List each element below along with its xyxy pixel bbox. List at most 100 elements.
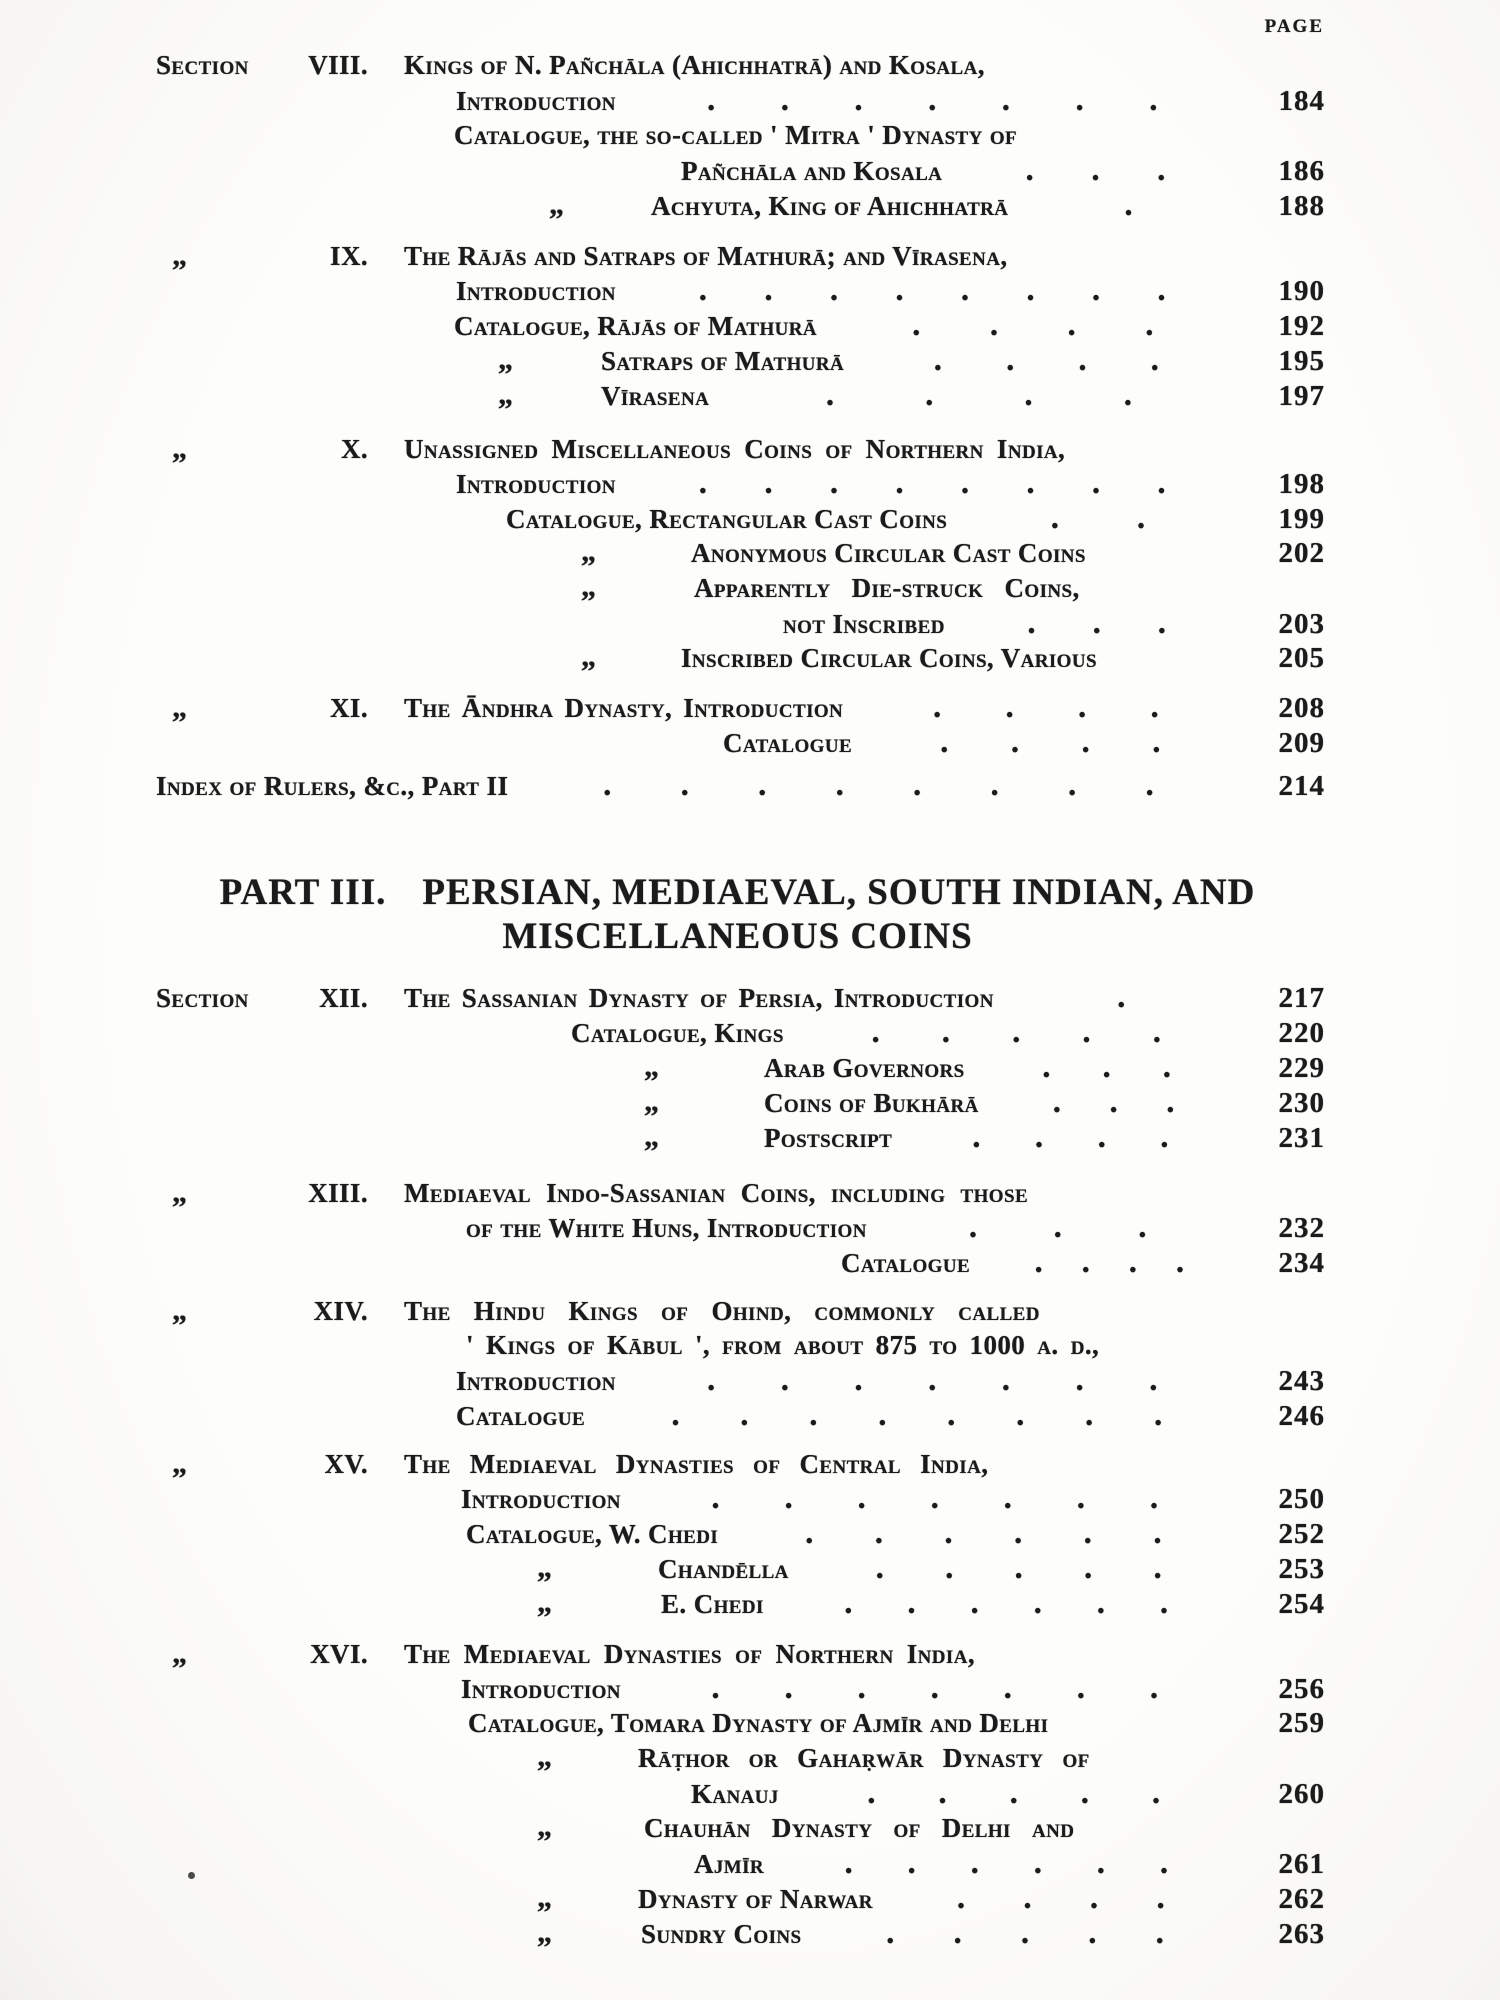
section-xvi: „ XVI. The Mediaeval Dynasties of Northern…: [150, 1636, 1325, 1951]
row-margin-label: „: [172, 1176, 188, 1209]
leader-dot: .: [780, 83, 790, 118]
leader-dot: .: [1089, 1881, 1099, 1916]
toc-row: „ Postscript.... 231: [150, 1120, 1325, 1155]
leader-dot: .: [1012, 1015, 1021, 1050]
leader-dot: .: [972, 1120, 981, 1155]
leader-dot: .: [857, 1481, 867, 1516]
leader-dot: .: [886, 1916, 895, 1951]
page-number: 209: [1278, 727, 1325, 759]
leader-dot: .: [1033, 1586, 1043, 1621]
toc-row: Catalogue, W. Chedi...... 252: [150, 1516, 1325, 1551]
ditto-mark: „: [537, 1881, 553, 1914]
row-entry-text: Pañchāla and Kosala: [681, 156, 943, 186]
ink-speck: [188, 1872, 195, 1879]
leader-dot: .: [829, 273, 839, 308]
row-entry-text: „ Vīrasena: [498, 378, 710, 411]
table-of-contents: Section VIII. Kings of N. Pañchāla (Ahichh…: [150, 48, 1325, 1951]
page-number: 184: [1278, 85, 1325, 117]
leader-dot: .: [867, 1776, 876, 1811]
page-column-header: Page: [1264, 16, 1324, 37]
leader-dots: ....: [844, 343, 1245, 378]
leader-dot: .: [1005, 690, 1015, 725]
leader-dot: .: [930, 1481, 940, 1516]
leader-dot: .: [1025, 153, 1035, 188]
leader-dot: .: [1159, 1586, 1169, 1621]
leader-dot: .: [930, 1671, 940, 1706]
leader-dot: .: [698, 466, 708, 501]
row-section-numeral: VIII.: [308, 50, 368, 80]
row-margin-label: „: [172, 1447, 188, 1480]
leader-dot: .: [925, 378, 934, 413]
leader-dot: .: [907, 1586, 917, 1621]
leader-dot: .: [1157, 273, 1167, 308]
toc-row: „ Apparently Die-struck Coins,: [150, 570, 1325, 606]
row-margin-label: „: [172, 1637, 188, 1670]
row-entry-text: The Mediaeval Dynasties of Central India…: [404, 1449, 989, 1479]
toc-row: „ Dynasty of Narwar.... 262: [150, 1881, 1325, 1916]
leader-dots: .......: [616, 1363, 1245, 1398]
toc-row: „ Vīrasena.... 197: [150, 378, 1325, 413]
row-entry-text: of the White Huns, Introduction: [466, 1213, 867, 1243]
ditto-mark: „: [537, 1740, 553, 1773]
leader-dot: .: [1027, 606, 1037, 641]
leader-dot: .: [1092, 606, 1102, 641]
row-entry-text: Kanauj: [691, 1779, 779, 1809]
row-section-numeral: XII.: [319, 983, 368, 1013]
leader-dot: .: [1050, 501, 1060, 536]
row-entry-text: ' Kings of Kābul ', from about 875 to 10…: [466, 1330, 1100, 1360]
row-section-numeral: XVI.: [310, 1639, 368, 1669]
leader-dot: .: [1014, 1516, 1023, 1551]
page-number: 198: [1278, 468, 1325, 500]
row-section-numeral: X.: [340, 434, 368, 464]
row-entry-text: Catalogue, Kings: [571, 1018, 784, 1048]
leader-dot: .: [960, 273, 970, 308]
leader-dot: .: [1088, 1916, 1097, 1951]
leader-dots: .......: [621, 1671, 1245, 1706]
leader-dot: .: [740, 1398, 749, 1433]
section-viii: Section VIII. Kings of N. Pañchāla (Ahichh…: [150, 48, 1325, 223]
leader-dot: .: [1096, 1846, 1106, 1881]
section-x: „ X. Unassigned Miscellaneous Coins of Nor…: [150, 431, 1325, 676]
page-number: 229: [1278, 1052, 1325, 1084]
row-entry-text: Catalogue: [723, 728, 853, 758]
part-label: PART III.: [219, 872, 387, 913]
leader-dots: ....: [970, 1245, 1245, 1280]
leader-dot: .: [1006, 343, 1015, 378]
leader-dot: .: [1124, 188, 1134, 223]
page-number: 214: [1278, 770, 1325, 802]
toc-row: Introduction....... 256: [150, 1671, 1325, 1706]
toc-row: Catalogue.... 209: [150, 725, 1325, 760]
leader-dot: .: [1001, 1363, 1011, 1398]
leader-dot: .: [1145, 768, 1155, 803]
page-number: 259: [1278, 1707, 1325, 1739]
ditto-mark: „: [581, 570, 597, 603]
page-number: 250: [1278, 1483, 1325, 1515]
row-entry-text: „ Chandēlla: [537, 1551, 789, 1584]
leader-dot: .: [829, 466, 839, 501]
row-entry-text: Introduction: [456, 1366, 616, 1396]
section-xiii: „ XIII. Mediaeval Indo-Sassanian Coins, in…: [150, 1175, 1325, 1280]
leader-dot: .: [706, 83, 716, 118]
section-xv: „ XV. The Mediaeval Dynasties of Central I…: [150, 1446, 1325, 1621]
page-number: 243: [1278, 1365, 1325, 1397]
leader-dot: .: [1152, 725, 1161, 760]
leader-dot: .: [1020, 1916, 1030, 1951]
leader-dot: .: [1075, 83, 1085, 118]
leader-dots: .....: [779, 1776, 1245, 1811]
leader-dot: .: [1145, 308, 1154, 343]
row-section-numeral: IX.: [330, 241, 368, 271]
row-entry-text: „ Achyuta, King of Ahichhatrā: [549, 188, 1009, 221]
toc-row: Ajmīr...... 261: [150, 1846, 1325, 1881]
row-margin-label: „: [172, 239, 188, 272]
leader-dot: .: [1076, 1481, 1086, 1516]
leader-dot: .: [1082, 1015, 1092, 1050]
leader-dots: ........: [616, 466, 1245, 501]
toc-row: Section VIII. Kings of N. Pañchāla (Ahichh…: [150, 48, 1325, 83]
leader-dot: .: [1136, 501, 1146, 536]
page-number: 263: [1278, 1918, 1325, 1950]
row-section-numeral: XI.: [330, 693, 368, 723]
leader-dot: .: [671, 1398, 680, 1433]
row-entry-text: The Mediaeval Dynasties of Northern Indi…: [404, 1639, 975, 1669]
row-entry-text: Introduction: [456, 469, 616, 499]
leader-dot: .: [874, 1516, 884, 1551]
